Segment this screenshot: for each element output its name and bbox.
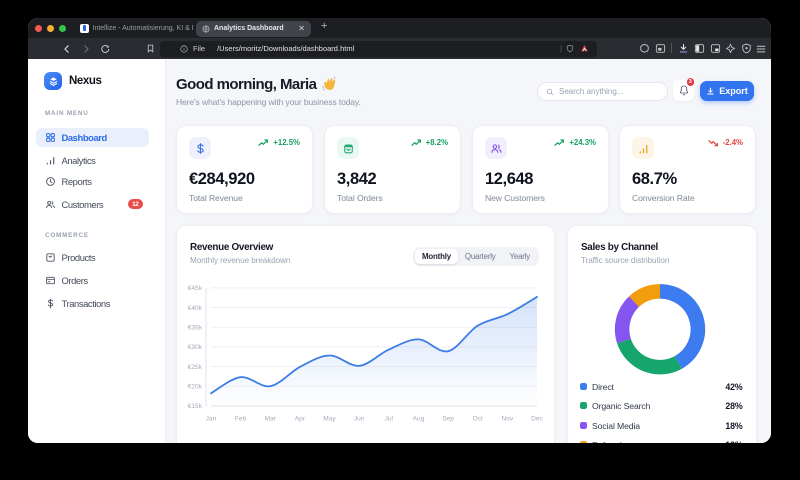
svg-text:€40k: €40k	[188, 305, 203, 312]
svg-text:Nov: Nov	[502, 416, 514, 423]
svg-text:€30k: €30k	[188, 344, 203, 351]
svg-text:€20k: €20k	[188, 384, 203, 391]
svg-text:€15k: €15k	[188, 403, 203, 410]
svg-text:Jul: Jul	[385, 416, 394, 423]
svg-text:Jun: Jun	[354, 416, 365, 423]
svg-text:Jan: Jan	[206, 416, 217, 423]
svg-text:Feb: Feb	[235, 416, 247, 423]
svg-text:Sep: Sep	[442, 416, 454, 423]
svg-text:€35k: €35k	[188, 325, 203, 332]
svg-text:Mar: Mar	[265, 416, 277, 423]
svg-text:€25k: €25k	[188, 364, 203, 371]
svg-text:€45k: €45k	[188, 285, 203, 292]
svg-text:Oct: Oct	[473, 416, 483, 423]
svg-text:May: May	[323, 416, 336, 423]
svg-text:Dec: Dec	[531, 416, 543, 423]
svg-text:Aug: Aug	[413, 416, 425, 423]
svg-text:Apr: Apr	[295, 416, 306, 423]
